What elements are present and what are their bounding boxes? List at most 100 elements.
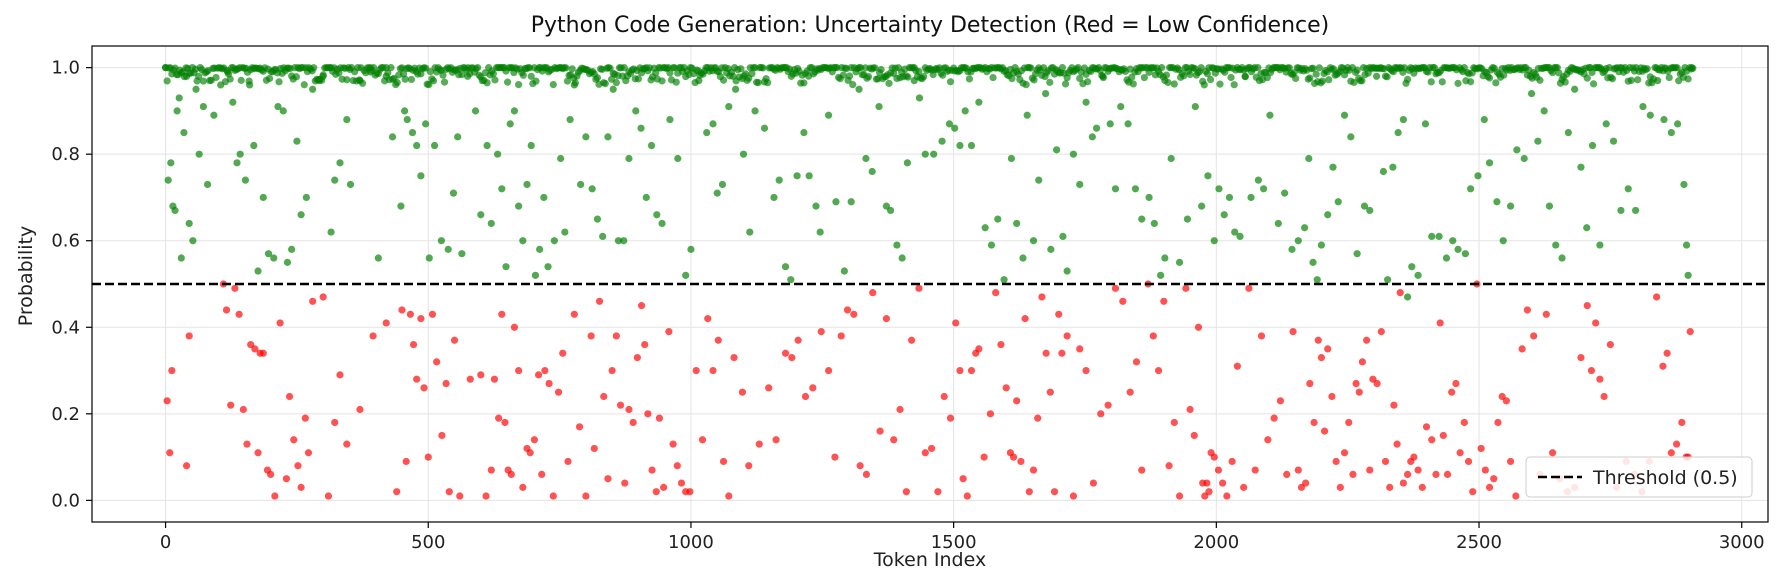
scatter-point-low-confidence	[1428, 436, 1436, 444]
scatter-point-high-band	[748, 70, 756, 78]
scatter-point-high-confidence	[816, 228, 824, 236]
scatter-point-low-confidence	[282, 475, 290, 483]
scatter-point-low-confidence	[1659, 362, 1667, 370]
scatter-point-high-confidence	[713, 189, 721, 197]
scatter-point-high-confidence	[233, 159, 241, 167]
scatter-point-low-confidence	[1352, 379, 1360, 388]
scatter-point-low-confidence	[600, 392, 608, 401]
scatter-point-high-band	[195, 72, 203, 80]
scatter-point-high-confidence	[653, 211, 661, 219]
scatter-point-high-confidence	[746, 228, 754, 236]
scatter-point-high-confidence	[593, 215, 602, 223]
scatter-point-high-band	[292, 73, 300, 81]
scatter-point-low-confidence	[1373, 379, 1381, 388]
scatter-point-low-confidence	[719, 457, 728, 466]
scatter-point-low-confidence	[343, 440, 351, 448]
scatter-point-high-band	[1254, 64, 1262, 72]
scatter-point-high-confidence	[246, 81, 254, 89]
scatter-point-high-confidence	[1099, 72, 1107, 80]
scatter-point-low-confidence	[1469, 488, 1477, 496]
scatter-point-high-confidence	[302, 193, 310, 202]
scatter-point-low-confidence	[1396, 289, 1404, 297]
scatter-point-high-confidence	[417, 172, 425, 180]
scatter-point-high-band	[1076, 74, 1084, 83]
scatter-point-high-confidence	[1247, 193, 1255, 202]
scatter-point-high-band	[515, 81, 523, 89]
scatter-point-high-confidence	[1485, 159, 1494, 167]
axis-ticks: 0 500 1000 1500 2000 2500 3000 0.0 0.2 0.4 0.6 0.8 1…	[51, 58, 1764, 553]
scatter-point-high-band	[1353, 66, 1361, 74]
scatter-point-low-confidence	[704, 315, 712, 323]
scatter-point-high-confidence	[557, 154, 565, 163]
scatter-point-low-confidence	[1448, 388, 1456, 396]
scatter-point-low-confidence	[1219, 479, 1227, 487]
scatter-point-high-confidence	[1558, 254, 1566, 262]
scatter-point-high-confidence	[180, 128, 188, 137]
scatter-point-low-confidence	[445, 488, 453, 496]
scatter-point-high-confidence	[527, 141, 535, 150]
scatter-point-high-confidence	[1414, 271, 1422, 279]
scatter-point-high-confidence	[862, 154, 870, 163]
scatter-point-high-confidence	[1231, 228, 1239, 236]
scatter-point-low-confidence	[482, 492, 490, 500]
scatter-point-high-band	[672, 78, 680, 86]
scatter-point-high-confidence	[1254, 176, 1262, 184]
scatter-point-high-confidence	[1281, 189, 1289, 197]
scatter-point-high-band	[1309, 64, 1317, 72]
scatter-point-high-confidence	[343, 115, 351, 124]
scatter-point-low-confidence	[621, 479, 629, 487]
scatter-point-low-confidence	[831, 453, 839, 461]
scatter-point-high-confidence	[824, 111, 833, 119]
scatter-point-low-confidence	[1009, 453, 1018, 461]
scatter-point-low-confidence	[398, 306, 406, 314]
scatter-point-high-confidence	[1389, 163, 1397, 171]
scatter-point-high-confidence	[1667, 128, 1675, 137]
scatter-point-low-confidence	[1186, 405, 1194, 414]
scatter-point-high-confidence	[1399, 115, 1407, 124]
scatter-point-low-confidence	[665, 328, 673, 336]
scatter-point-high-confidence	[945, 120, 954, 128]
scatter-point-low-confidence	[559, 349, 567, 357]
scatter-point-high-confidence	[283, 258, 292, 266]
scatter-point-high-confidence	[709, 120, 717, 128]
scatter-point-low-confidence	[1058, 349, 1066, 357]
scatter-point-low-confidence	[1240, 483, 1248, 491]
scatter-point-high-confidence	[739, 150, 748, 158]
data-points	[161, 64, 1697, 500]
scatter-point-low-confidence	[1678, 418, 1686, 427]
scatter-point-low-confidence	[285, 392, 294, 401]
scatter-point-high-confidence	[1449, 237, 1457, 245]
scatter-point-high-band	[265, 74, 274, 83]
scatter-point-high-confidence	[336, 159, 344, 167]
scatter-point-low-confidence	[1104, 401, 1112, 409]
scatter-point-low-confidence	[1042, 349, 1050, 357]
scatter-point-high-confidence	[1520, 154, 1528, 163]
scatter-point-high-band	[1315, 64, 1323, 72]
scatter-point-high-confidence	[1000, 276, 1008, 284]
scatter-point-low-confidence	[1452, 379, 1460, 388]
scatter-point-low-confidence	[519, 483, 527, 491]
scatter-point-high-confidence	[203, 180, 212, 189]
scatter-point-high-band	[1200, 81, 1208, 89]
scatter-point-low-confidence	[1464, 457, 1473, 466]
scatter-point-high-confidence	[642, 193, 650, 202]
scatter-point-low-confidence	[1038, 293, 1046, 301]
scatter-point-high-confidence	[1220, 211, 1228, 219]
scatter-point-low-confidence	[1399, 479, 1407, 487]
scatter-point-low-confidence	[1363, 336, 1371, 344]
scatter-point-low-confidence	[1542, 310, 1550, 318]
scatter-point-high-confidence	[582, 133, 590, 141]
scatter-point-low-confidence	[1502, 397, 1510, 405]
scatter-point-high-band	[343, 76, 351, 84]
scatter-point-high-confidence	[1461, 250, 1469, 258]
scatter-point-high-confidence	[388, 133, 397, 141]
scatter-point-high-confidence	[374, 254, 382, 262]
scatter-point-high-band	[1427, 78, 1435, 86]
scatter-point-low-confidence	[466, 375, 474, 383]
scatter-point-low-confidence	[980, 453, 988, 461]
scatter-point-high-band	[920, 72, 928, 81]
scatter-point-high-confidence	[1467, 185, 1475, 193]
scatter-point-high-band	[527, 72, 535, 80]
scatter-point-high-confidence	[967, 141, 976, 150]
scatter-point-low-confidence	[1089, 479, 1097, 487]
